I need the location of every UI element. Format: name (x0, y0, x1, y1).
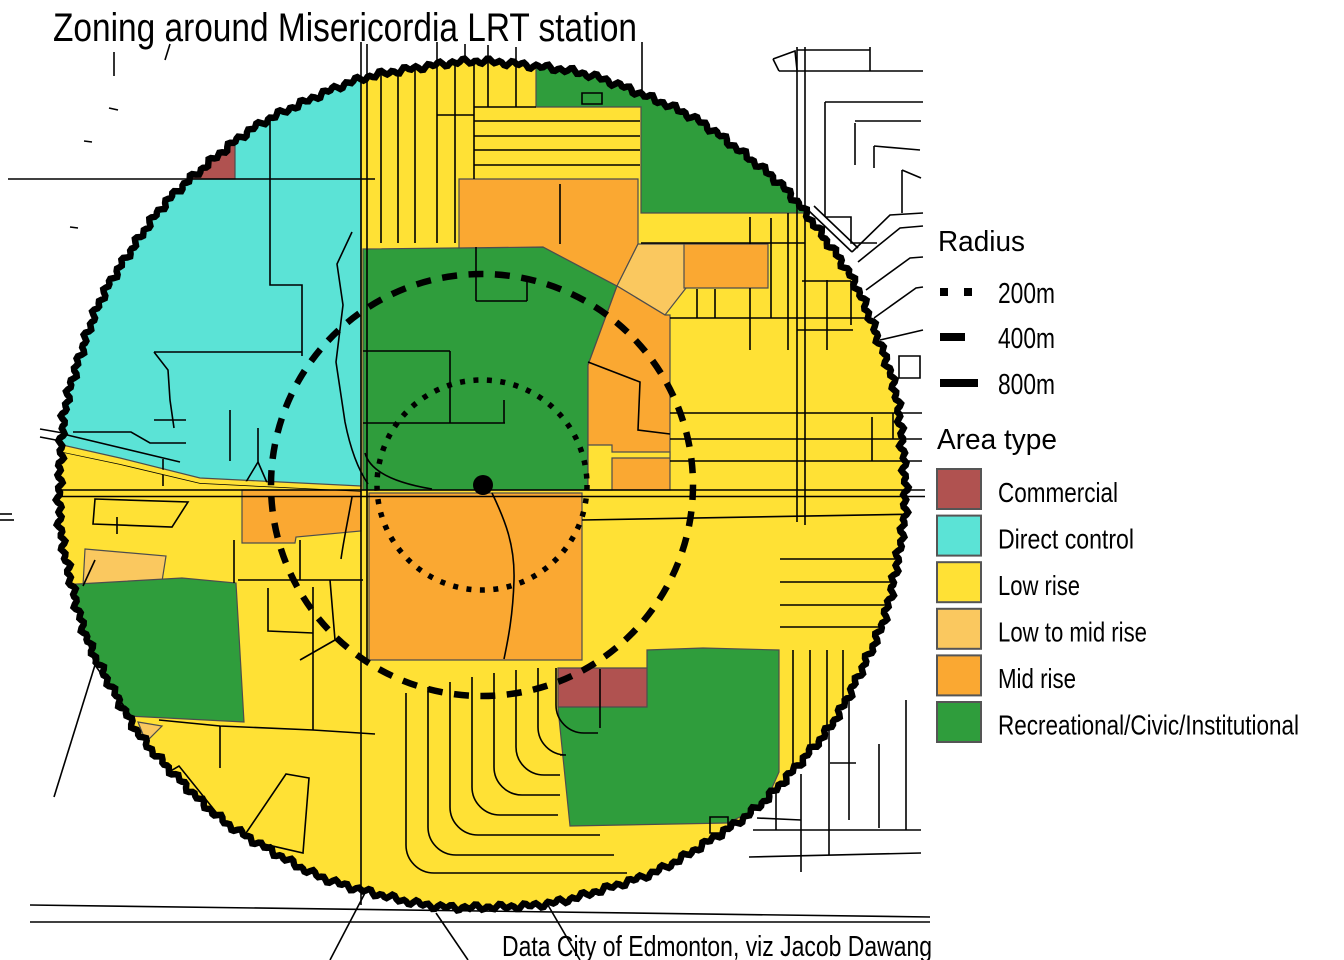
svg-text:Area type: Area type (937, 424, 1057, 456)
svg-text:Direct control: Direct control (998, 524, 1134, 555)
svg-text:Recreational/Civic/Institution: Recreational/Civic/Institutional (998, 710, 1299, 741)
svg-text:400m: 400m (998, 323, 1055, 355)
svg-text:800m: 800m (998, 369, 1055, 401)
svg-text:Radius: Radius (938, 226, 1025, 258)
svg-text:Low to mid rise: Low to mid rise (998, 617, 1147, 648)
svg-text:200m: 200m (998, 278, 1055, 310)
svg-text:Mid rise: Mid rise (998, 663, 1076, 694)
svg-text:Commercial: Commercial (998, 477, 1118, 508)
svg-text:Data City of Edmonton, viz Jac: Data City of Edmonton, viz Jacob Dawang (502, 931, 932, 960)
svg-text:Zoning around Misericordia LRT: Zoning around Misericordia LRT station (53, 6, 637, 50)
svg-text:Low rise: Low rise (998, 570, 1080, 601)
